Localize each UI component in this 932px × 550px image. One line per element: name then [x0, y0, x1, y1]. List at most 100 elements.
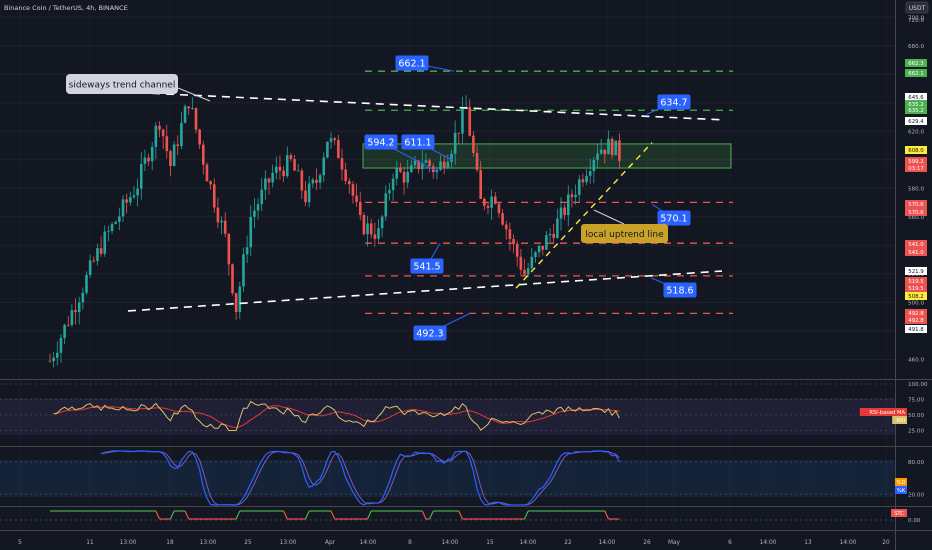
- price-tag-bg: [905, 277, 927, 285]
- candle-body: [304, 190, 307, 203]
- time-tick-label: 14:00: [520, 540, 537, 546]
- time-tick-label: 14:00: [442, 540, 459, 546]
- price-tag-bg: [905, 164, 927, 172]
- candle-body: [530, 256, 534, 269]
- candle-body: [333, 138, 336, 140]
- price-tag-text: 508.2: [908, 294, 923, 300]
- candle-body: [603, 149, 607, 155]
- stc-segment: [169, 510, 175, 520]
- candle-body: [596, 153, 599, 160]
- stoch-d-line: [101, 450, 620, 506]
- stc-segment: [604, 510, 609, 520]
- price-tag-bg: [905, 248, 927, 256]
- candle-body: [439, 161, 442, 170]
- rsi-tick-label: 25.00: [908, 429, 924, 435]
- price-axis-tags: 662.3662.1645.6635.2635.2629.4608.0599.2…: [905, 18, 927, 333]
- callout-570-box: [657, 210, 691, 226]
- price-tag-bg: [905, 284, 927, 292]
- candle-body: [512, 239, 515, 244]
- candle-body: [497, 203, 501, 214]
- candle-body: [231, 264, 234, 294]
- candle-body: [289, 155, 293, 160]
- candle-body: [154, 125, 158, 147]
- candle-body: [570, 194, 574, 198]
- candle-body: [428, 160, 431, 167]
- time-tick-label: 11: [86, 540, 94, 546]
- candle-body: [479, 170, 482, 199]
- callout-zone-high-text: 611.1: [404, 138, 431, 149]
- uptrend-annotation-text: local uptrend line: [585, 230, 664, 240]
- time-tick-label: 13: [804, 540, 812, 546]
- candle-body: [56, 352, 59, 358]
- candle-body: [395, 167, 399, 179]
- candle-body: [114, 221, 117, 224]
- time-tick-label: 8: [408, 540, 412, 546]
- candle-body: [442, 161, 446, 169]
- time-axis[interactable]: 5 11 13:00 18 13:00 25 13:00 Apr 14:00 8 14:00 15 14…: [18, 540, 890, 546]
- candle-body: [110, 223, 114, 232]
- level-callouts: 662.1 634.7 570.1 541.5 518.6 492.3 594.2 611.1: [364, 55, 697, 341]
- price-tag-text: 492.8: [908, 311, 924, 317]
- callout-662-box: [395, 55, 429, 71]
- time-tick-label: 13:00: [200, 540, 217, 546]
- candle-body: [599, 149, 603, 154]
- stc-segment: [283, 510, 288, 520]
- time-tick-label: 13:00: [280, 540, 297, 546]
- price-tag-bg: [905, 157, 927, 165]
- price-tag-bg: [905, 117, 927, 125]
- candle-body: [318, 175, 322, 183]
- price-tag-text: 491.8: [908, 327, 924, 333]
- candle-body: [300, 170, 304, 191]
- stc-segment: [235, 510, 241, 520]
- price-tick-label: 680.0: [908, 44, 924, 50]
- candle-body: [242, 254, 245, 287]
- candle-body: [132, 195, 136, 198]
- uptrend-line: [515, 142, 653, 289]
- stc-panel[interactable]: [0, 510, 895, 521]
- price-tag-text: 521.9: [908, 269, 924, 275]
- candle-body: [282, 170, 285, 177]
- candle-body: [490, 196, 493, 208]
- currency-button[interactable]: USDT: [905, 1, 929, 14]
- candle-body: [417, 160, 420, 170]
- candle-body: [486, 205, 490, 208]
- candle-body: [194, 108, 198, 130]
- stoch-panel[interactable]: [0, 450, 895, 506]
- candle-body: [472, 135, 475, 153]
- price-tag-bg: [905, 100, 927, 108]
- candle-body: [355, 195, 358, 202]
- candle-body: [399, 167, 402, 172]
- time-tick-label: 14:00: [840, 540, 857, 546]
- stc-segment: [155, 510, 161, 520]
- callout-zone-high-box: [401, 134, 435, 150]
- candle-body: [541, 245, 545, 250]
- rsi-tag-bg: [892, 416, 907, 424]
- rsi-grid: [0, 383, 895, 431]
- price-tick-label: 700.0: [908, 15, 924, 21]
- stoch-tag-bg: [895, 478, 907, 486]
- candle-body: [537, 245, 541, 253]
- price-tag-text: 635.2: [908, 108, 923, 114]
- candle-body: [212, 184, 216, 208]
- rsi-tick-label: 75.00: [908, 398, 924, 404]
- channel-annotation[interactable]: sideways trend channel: [66, 74, 178, 94]
- rsi-panel[interactable]: [0, 383, 895, 435]
- price-tag-text: 599.2: [908, 159, 923, 165]
- price-tag-bg: [905, 316, 927, 324]
- price-tag-bg: [905, 106, 927, 114]
- candle-body: [285, 155, 289, 177]
- candle-body: [348, 181, 351, 185]
- candle-body: [92, 260, 96, 262]
- candle-body: [574, 194, 577, 198]
- stc-segment: [367, 510, 372, 520]
- stc-tick-label: 0.00: [908, 518, 921, 524]
- callout-zone-low-text: 594.2: [367, 138, 394, 149]
- stoch-tag-bg: [895, 486, 907, 494]
- candle-body: [366, 223, 369, 235]
- candle-body: [351, 184, 355, 196]
- candle-body: [165, 136, 169, 152]
- candle-body: [125, 199, 128, 203]
- candle-body: [59, 337, 63, 353]
- uptrend-annotation[interactable]: local uptrend line: [581, 224, 668, 243]
